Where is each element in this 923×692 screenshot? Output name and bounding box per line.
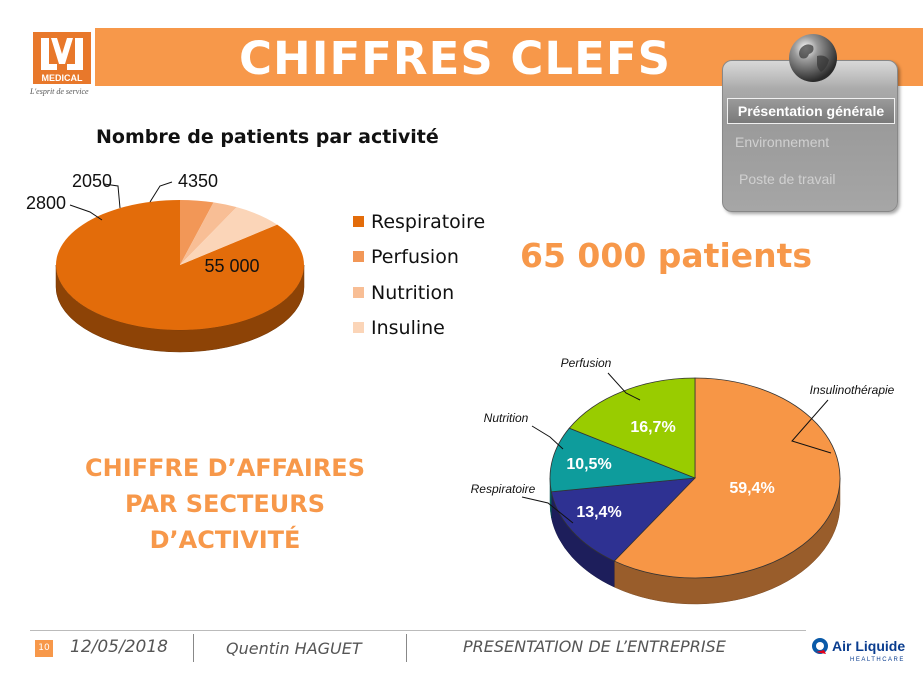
globe-icon [789,34,837,82]
pie1-labels-group: 55 000 2800 2050 4350 [26,171,260,276]
footer-divider [30,630,806,631]
lvl-logo-icon: MEDICAL [41,38,83,83]
pie-outer-label: Insulinothérapie [810,383,895,397]
brand-subtitle: HEALTHCARE [850,657,905,663]
nav-item-environnement[interactable]: Environnement [735,134,830,150]
legend-label: Respiratoire [371,211,486,233]
pie-outer-label: 2800 [26,193,66,213]
legend-swatch [353,216,364,227]
pie-leader-line [607,372,641,401]
footer-date: 12/05/2018 [70,637,168,657]
page-title: CHIFFRES CLEFS [239,32,671,85]
pie-outer-label: Respiratoire [471,482,536,496]
legend-label: Perfusion [371,246,459,268]
revenue-heading-line-3: D’ACTIVITÉ [149,526,301,554]
pie-outer-label: 4350 [178,171,218,191]
company-logo: MEDICAL [33,32,91,84]
pie2-labels-group: 59,4% Insulinothérapie 13,4% Respiratoire 10… [471,356,895,524]
logo-text: MEDICAL [42,73,83,83]
pie-outer-label: Perfusion [561,356,612,370]
pie-slice-respiratoire [550,477,697,562]
pie-outer-label: 2050 [72,171,112,191]
patients-pie-chart: 55 000 2800 2050 4350 [26,171,305,353]
legend-swatch [353,287,364,298]
pie-slice-perfusion [180,200,214,265]
pie-leader-line [149,181,173,203]
pie-value-label: 59,4% [729,480,774,497]
pie-value-label: 16,7% [630,419,675,436]
pie-value-label: 10,5% [566,456,611,473]
revenue-heading-line-1: CHIFFRE D’AFFAIRES [85,454,365,482]
pie-value-label: 13,4% [576,504,621,521]
footer-section: PRESENTATION DE L’ENTREPRISE [463,637,726,656]
nav-item-poste-de-travail[interactable]: Poste de travail [739,171,836,187]
pie-leader-line [531,425,564,450]
legend-label: Nutrition [371,282,455,304]
navigation-panel: Présentation générale Environnement Post… [722,60,898,212]
pie-slice-insulinothérapie [613,377,841,579]
air-liquide-logo: Air Liquide HEALTHCARE [812,638,905,663]
pie-leader-line [69,204,103,221]
revenue-pie-chart: 59,4% Insulinothérapie 13,4% Respiratoire 10… [471,356,895,605]
footer-separator [193,634,194,662]
pie-slice-nutrition [549,427,696,493]
pie-leader-line [521,496,574,524]
pie-leader-line [103,183,121,209]
pie-outer-label: Nutrition [484,411,529,425]
pie-slice-perfusion [568,377,696,479]
nav-item-presentation-generale[interactable]: Présentation générale [727,98,895,124]
patients-chart-title: Nombre de patients par activité [96,126,439,148]
revenue-heading-line-2: PAR SECTEURS [124,490,326,518]
pie-value-label: 55 000 [204,256,259,276]
pie2-top-group [549,377,841,579]
legend-swatch [353,251,364,262]
footer-author: Quentin HAGUET [226,639,362,658]
page-number: 10 [35,640,53,657]
pie-slice-nutrition [180,202,237,265]
brand-name: Air Liquide [832,638,905,654]
pie1-top-group [56,200,305,330]
pie-slice-insuline [180,207,278,265]
footer-separator [406,634,407,662]
revenue-heading: CHIFFRE D’AFFAIRES PAR SECTEURS D’ACTIVI… [70,450,380,558]
logo-tagline: L'esprit de service [30,87,89,96]
legend-label: Insuline [371,317,445,339]
pie-leader-line [791,399,832,454]
total-patients: 65 000 patients [520,236,813,275]
legend-swatch [353,322,364,333]
